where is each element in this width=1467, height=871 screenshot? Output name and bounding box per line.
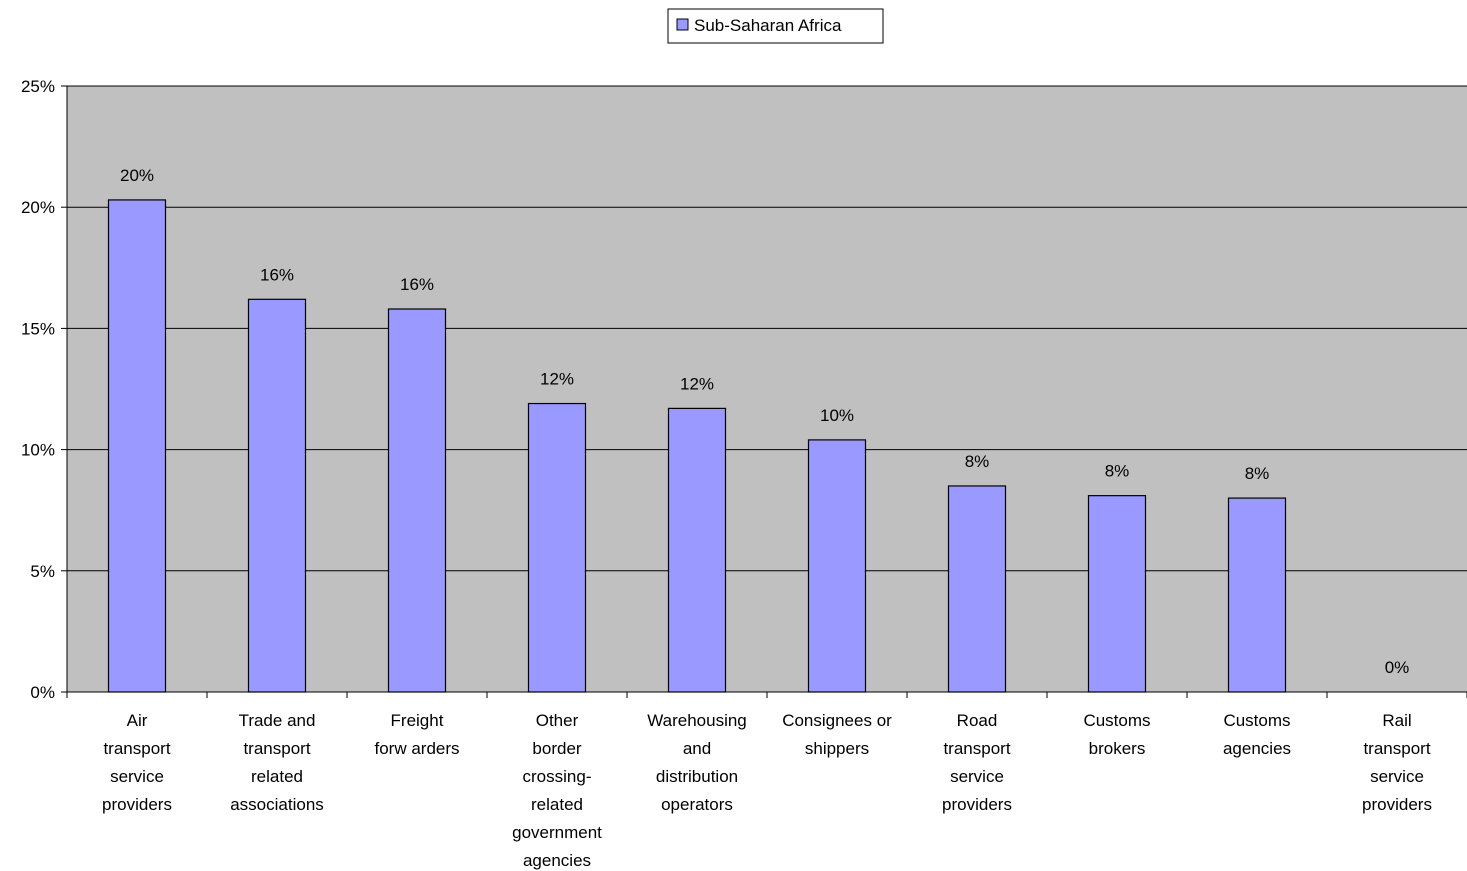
bar <box>387 308 447 693</box>
data-labels: 20% 16% 16% 12% 12% 10% 8% 8% 8% 0% <box>120 166 1409 677</box>
x-axis <box>66 691 1467 698</box>
data-label: 16% <box>260 265 294 284</box>
data-label: 20% <box>120 166 154 185</box>
category-label: Trade and transport related associations <box>230 711 324 814</box>
category-label: Warehousing and distribution operators <box>647 711 747 814</box>
bar <box>947 485 1007 693</box>
legend-label: Sub-Saharan Africa <box>694 16 842 35</box>
bar <box>107 199 167 693</box>
category-label: Air transport service providers <box>102 711 172 814</box>
data-label: 8% <box>965 452 990 471</box>
data-label: 16% <box>400 275 434 294</box>
data-label: 8% <box>1105 462 1130 481</box>
category-label: Freight forw arders <box>374 711 459 758</box>
data-label: 8% <box>1245 464 1270 483</box>
y-tick-label: 25% <box>21 77 55 96</box>
bar <box>527 402 587 693</box>
category-label: Consignees or shippers <box>782 711 892 758</box>
legend-box <box>667 8 884 44</box>
category-label: Road transport service providers <box>942 711 1012 814</box>
y-tick-label: 20% <box>21 198 55 217</box>
y-tick-label: 0% <box>30 683 55 702</box>
category-label: Customs agencies <box>1223 711 1291 758</box>
data-label: 10% <box>820 406 854 425</box>
bar <box>807 439 867 693</box>
bar <box>1087 495 1147 693</box>
y-axis: 0% 5% 10% 15% 20% 25% <box>21 77 68 702</box>
bar <box>247 298 307 693</box>
bar <box>1227 497 1287 693</box>
category-labels: Air transport service providers Trade and tra… <box>102 711 1432 870</box>
category-label: Rail transport service providers <box>1362 711 1432 814</box>
category-label: Other border crossing-related government age… <box>512 711 602 870</box>
category-label: Customs brokers <box>1083 711 1150 758</box>
y-tick-label: 15% <box>21 319 55 338</box>
y-tick-label: 5% <box>30 562 55 581</box>
bar <box>667 407 727 693</box>
legend-swatch <box>676 18 689 31</box>
data-label: 12% <box>540 370 574 389</box>
bar-series <box>107 199 1287 693</box>
data-label: 12% <box>680 374 714 393</box>
y-tick-label: 10% <box>21 441 55 460</box>
data-label: 0% <box>1385 658 1410 677</box>
legend: Sub-Saharan Africa <box>667 8 884 44</box>
